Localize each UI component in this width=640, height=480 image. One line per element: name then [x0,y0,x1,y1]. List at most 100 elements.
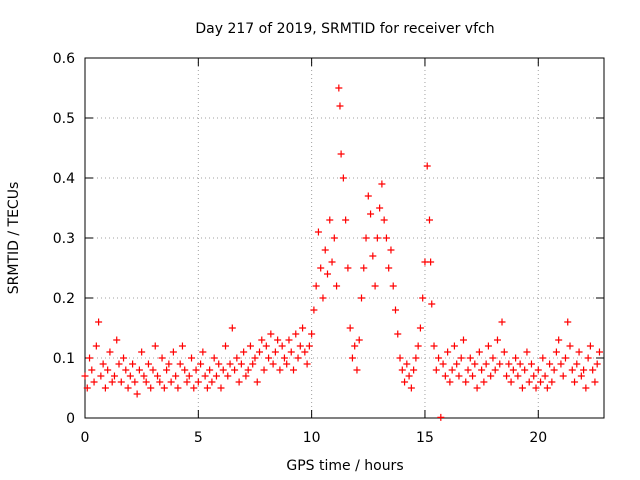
data-point [389,282,397,290]
data-point [278,342,286,350]
data-point [450,342,458,350]
data-point [355,336,363,344]
data-point [235,378,243,386]
x-tick-label: 5 [194,430,203,446]
data-point [251,354,259,362]
data-point [478,366,486,374]
data-point [398,366,406,374]
data-point [514,372,522,380]
data-point [369,252,377,260]
data-point [199,348,207,356]
data-point [181,366,189,374]
data-point [185,372,193,380]
data-point [131,378,139,386]
data-point [575,348,583,356]
data-point [550,366,558,374]
data-point [505,360,513,368]
data-point [104,366,112,374]
data-point [129,360,137,368]
data-point [183,378,191,386]
data-point [260,366,268,374]
data-point [124,384,132,392]
data-point [117,378,125,386]
data-point [539,354,547,362]
data-point [405,372,413,380]
data-point [339,174,347,182]
data-point [385,264,393,272]
data-point [249,360,257,368]
data-point [337,150,345,158]
data-point [301,348,309,356]
data-point [584,354,592,362]
data-point [577,372,585,380]
data-point [532,384,540,392]
data-point [267,330,275,338]
data-point [151,342,159,350]
data-point [190,384,198,392]
x-axis-label: GPS time / hours [286,458,403,474]
x-tick-label: 10 [303,430,321,446]
data-point [466,354,474,362]
data-point [380,216,388,224]
data-point [430,342,438,350]
data-point [271,348,279,356]
data-point [351,342,359,350]
y-tick-label: 0.5 [53,111,75,127]
data-point [453,360,461,368]
data-point [448,366,456,374]
y-axis-label: SRMTID / TECUs [6,182,22,295]
data-point [287,348,295,356]
data-point [99,360,107,368]
data-point [310,306,318,314]
y-tick-label: 0.1 [53,351,75,367]
data-point [489,354,497,362]
data-point [427,258,435,266]
data-point [464,366,472,374]
data-point [305,342,313,350]
data-point [133,390,141,398]
data-point [296,342,304,350]
data-point [391,306,399,314]
data-point [512,354,520,362]
data-point [201,372,209,380]
data-point [88,366,96,374]
data-point [149,366,157,374]
data-point [559,372,567,380]
data-point [342,216,350,224]
data-point [269,360,277,368]
data-point [222,342,230,350]
data-point [328,258,336,266]
data-point [224,372,232,380]
axis-ticks [84,57,604,419]
data-point [419,294,427,302]
data-point [122,366,130,374]
data-point [496,360,504,368]
data-point [537,378,545,386]
data-point [423,162,431,170]
data-point [188,354,196,362]
data-point [455,372,463,380]
data-point [552,348,560,356]
data-point [364,192,372,200]
data-point [81,372,89,380]
data-point [294,354,302,362]
data-point [582,384,590,392]
data-point [215,360,223,368]
data-point [444,348,452,356]
data-point [509,366,517,374]
data-point [595,348,603,356]
data-point [518,384,526,392]
data-point [437,413,445,421]
data-point [353,366,361,374]
data-point [580,366,588,374]
data-point [534,366,542,374]
data-point [586,342,594,350]
data-point [176,360,184,368]
data-point [256,348,264,356]
grid-lines [85,58,604,418]
data-point [521,366,529,374]
data-point [194,378,202,386]
data-point [543,384,551,392]
data-point [407,384,415,392]
